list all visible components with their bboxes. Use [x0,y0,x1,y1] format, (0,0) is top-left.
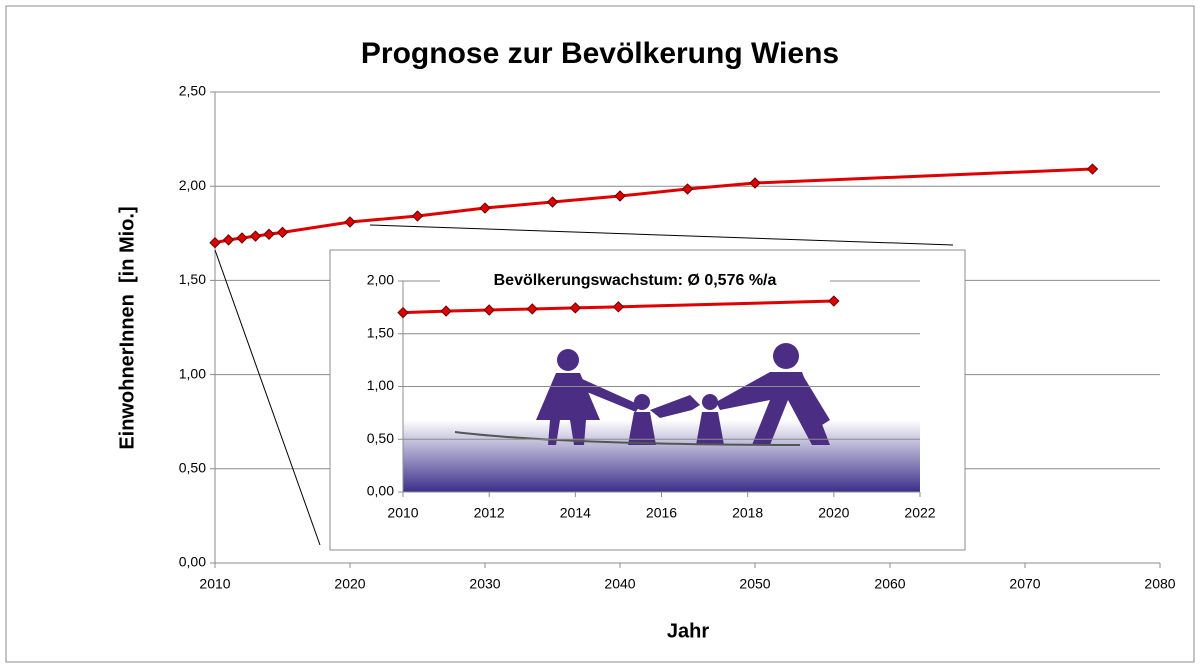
inset-background [403,420,920,492]
data-point [681,183,694,195]
x-tick-label: 2060 [874,576,905,592]
x-tick-label: 2010 [199,576,230,592]
shadow [454,431,801,446]
y-tick-label: 2,00 [367,272,394,288]
y-tick-label: 1,50 [179,271,206,287]
inset-title-bg [440,268,830,294]
data-point [411,210,424,222]
data-point [479,202,491,214]
x-tick-label: 2014 [560,505,591,521]
zoom-line [214,249,321,546]
x-tick-label: 2030 [469,576,500,592]
x-tick-label: 2070 [1009,576,1040,592]
data-point [222,234,235,246]
data-point [276,226,289,239]
y-tick-label: 0,50 [179,460,206,476]
data-point [828,295,840,307]
y-tick-label: 0,00 [179,554,206,570]
x-tick-label: 2010 [387,505,418,521]
y-tick-label: 2,50 [179,83,206,99]
data-point [612,301,625,313]
data-point [569,302,582,314]
y-tick-label: 2,00 [179,177,206,193]
data-point [749,177,761,189]
data-point [209,237,221,249]
inset-chart: 0,00 0,50 1,00 1,50 2,00 2010 2012 2014 2016 2018… [367,268,936,521]
y-axis-label: EinwohnerInnen [in Mio.] [116,206,138,449]
x-tick-label: 2040 [604,576,635,592]
data-point [236,232,248,244]
x-tick-label: 2022 [904,505,935,521]
y-tick-label: 1,00 [367,377,394,393]
data-point [483,304,495,316]
x-axis-label: Jahr [667,620,709,642]
x-tick-label: 2050 [739,576,770,592]
data-point [614,190,626,202]
data-point [526,303,538,315]
x-tick-label: 2020 [334,576,365,592]
data-point [249,230,262,242]
data-point [546,196,559,208]
x-tick-label: 2012 [474,505,505,521]
data-point [440,305,452,317]
y-tick-label: 1,50 [367,324,394,340]
main-chart: 0,00 0,50 1,00 1,50 2,00 2,50 2010 2020 2030 2040… [116,37,1175,642]
x-tick-label: 2018 [732,505,763,521]
data-point [1086,163,1099,175]
data-point [344,216,356,228]
data-point [397,306,409,319]
y-tick-label: 1,00 [179,365,206,381]
chart-title: Prognose zur Bevölkerung Wiens [361,37,839,70]
x-tick-label: 2016 [646,505,677,521]
x-tick-label: 2020 [818,505,849,521]
inset-title: Bevölkerungswachstum: Ø 0,576 %/a [494,272,777,289]
y-tick-label: 0,00 [367,483,394,499]
x-tick-label: 2080 [1144,576,1175,592]
zoom-line [369,224,954,246]
data-point [263,228,275,240]
y-tick-label: 0,50 [367,430,394,446]
